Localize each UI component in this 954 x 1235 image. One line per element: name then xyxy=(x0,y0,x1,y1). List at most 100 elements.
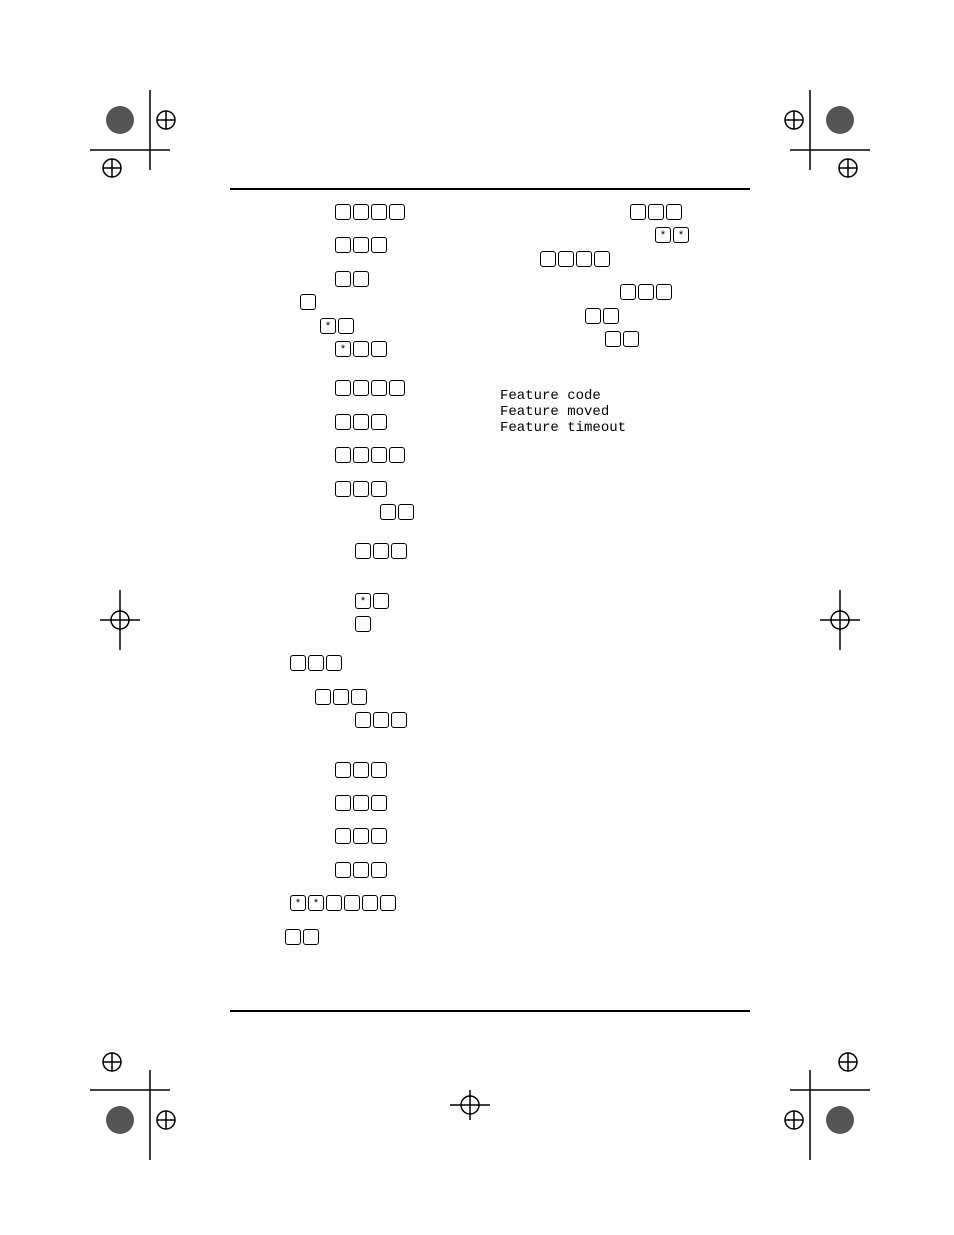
key-sequence-row xyxy=(355,543,490,562)
key-box xyxy=(371,341,387,357)
key-box xyxy=(308,655,324,671)
key-box xyxy=(371,380,387,396)
key-sequence-row xyxy=(335,481,490,500)
key-box xyxy=(373,593,389,609)
key-box xyxy=(353,447,369,463)
key-box xyxy=(335,237,351,253)
key-sequence-row xyxy=(355,593,490,612)
key-box xyxy=(576,251,592,267)
registration-mark-mid-left xyxy=(90,590,190,690)
key-sequence-row xyxy=(335,447,490,466)
key-box xyxy=(371,414,387,430)
key-sequence-row xyxy=(335,762,490,781)
key-box-star xyxy=(655,227,671,243)
key-box xyxy=(335,828,351,844)
key-sequence-row xyxy=(585,308,760,327)
feature-moved-label: Feature moved xyxy=(500,404,760,420)
key-sequence-row xyxy=(335,204,490,223)
key-box xyxy=(648,204,664,220)
key-box xyxy=(326,655,342,671)
key-box xyxy=(605,331,621,347)
key-sequence-row xyxy=(380,504,490,523)
key-sequence-row xyxy=(335,414,490,433)
key-box xyxy=(373,712,389,728)
key-box xyxy=(353,204,369,220)
key-box xyxy=(353,414,369,430)
key-box xyxy=(380,895,396,911)
key-box xyxy=(355,543,371,559)
key-sequence-row xyxy=(630,204,760,223)
key-box xyxy=(656,284,672,300)
key-box xyxy=(353,341,369,357)
key-sequence-row xyxy=(320,318,490,337)
key-box xyxy=(540,251,556,267)
key-box xyxy=(355,712,371,728)
key-box-star xyxy=(308,895,324,911)
key-box xyxy=(373,543,389,559)
key-sequence-row xyxy=(355,616,490,635)
key-box xyxy=(603,308,619,324)
key-sequence-row xyxy=(605,331,760,350)
key-sequence-row xyxy=(335,271,490,290)
key-box xyxy=(353,481,369,497)
registration-mark-top-left xyxy=(90,90,190,190)
key-box xyxy=(371,204,387,220)
key-box xyxy=(362,895,378,911)
key-box xyxy=(630,204,646,220)
key-box xyxy=(371,762,387,778)
key-box xyxy=(371,481,387,497)
key-sequence-row xyxy=(335,341,490,360)
key-box xyxy=(353,237,369,253)
key-box xyxy=(353,795,369,811)
key-sequence-row xyxy=(335,828,490,847)
key-box xyxy=(353,828,369,844)
right-column-boxes xyxy=(500,204,760,350)
key-box xyxy=(371,795,387,811)
key-box xyxy=(335,862,351,878)
key-box xyxy=(371,862,387,878)
key-box xyxy=(585,308,601,324)
key-sequence-row xyxy=(355,712,490,731)
left-column xyxy=(230,200,490,952)
key-box xyxy=(594,251,610,267)
key-box-star xyxy=(673,227,689,243)
registration-mark-bottom-center xyxy=(440,1085,540,1185)
key-sequence-row xyxy=(290,655,490,674)
key-box xyxy=(380,504,396,520)
key-box xyxy=(638,284,654,300)
key-box xyxy=(355,616,371,632)
key-box xyxy=(389,380,405,396)
key-box xyxy=(351,689,367,705)
key-sequence-row xyxy=(335,795,490,814)
key-box xyxy=(303,929,319,945)
key-box xyxy=(315,689,331,705)
key-sequence-row xyxy=(285,929,490,948)
key-box-star xyxy=(320,318,336,334)
document-page: Feature code Feature moved Feature timeo… xyxy=(0,0,954,1235)
key-box xyxy=(666,204,682,220)
right-column-text-block: Feature code Feature moved Feature timeo… xyxy=(500,388,760,436)
registration-mark-top-right xyxy=(770,90,870,190)
key-box xyxy=(300,294,316,310)
key-box-star xyxy=(335,341,351,357)
registration-mark-bottom-right xyxy=(770,1040,870,1140)
key-box xyxy=(326,895,342,911)
key-box xyxy=(285,929,301,945)
key-sequence-row xyxy=(655,227,760,246)
key-box xyxy=(344,895,360,911)
key-box xyxy=(290,655,306,671)
key-box xyxy=(391,543,407,559)
key-sequence-row xyxy=(335,862,490,881)
key-box xyxy=(389,447,405,463)
key-sequence-row xyxy=(290,895,490,914)
registration-mark-bottom-left xyxy=(90,1040,190,1140)
key-box xyxy=(389,204,405,220)
key-box xyxy=(398,504,414,520)
registration-mark-mid-right xyxy=(810,590,910,690)
key-sequence-row xyxy=(620,284,760,303)
key-box xyxy=(620,284,636,300)
key-box xyxy=(338,318,354,334)
key-box xyxy=(335,271,351,287)
key-sequence-row xyxy=(540,251,760,270)
key-box xyxy=(335,204,351,220)
